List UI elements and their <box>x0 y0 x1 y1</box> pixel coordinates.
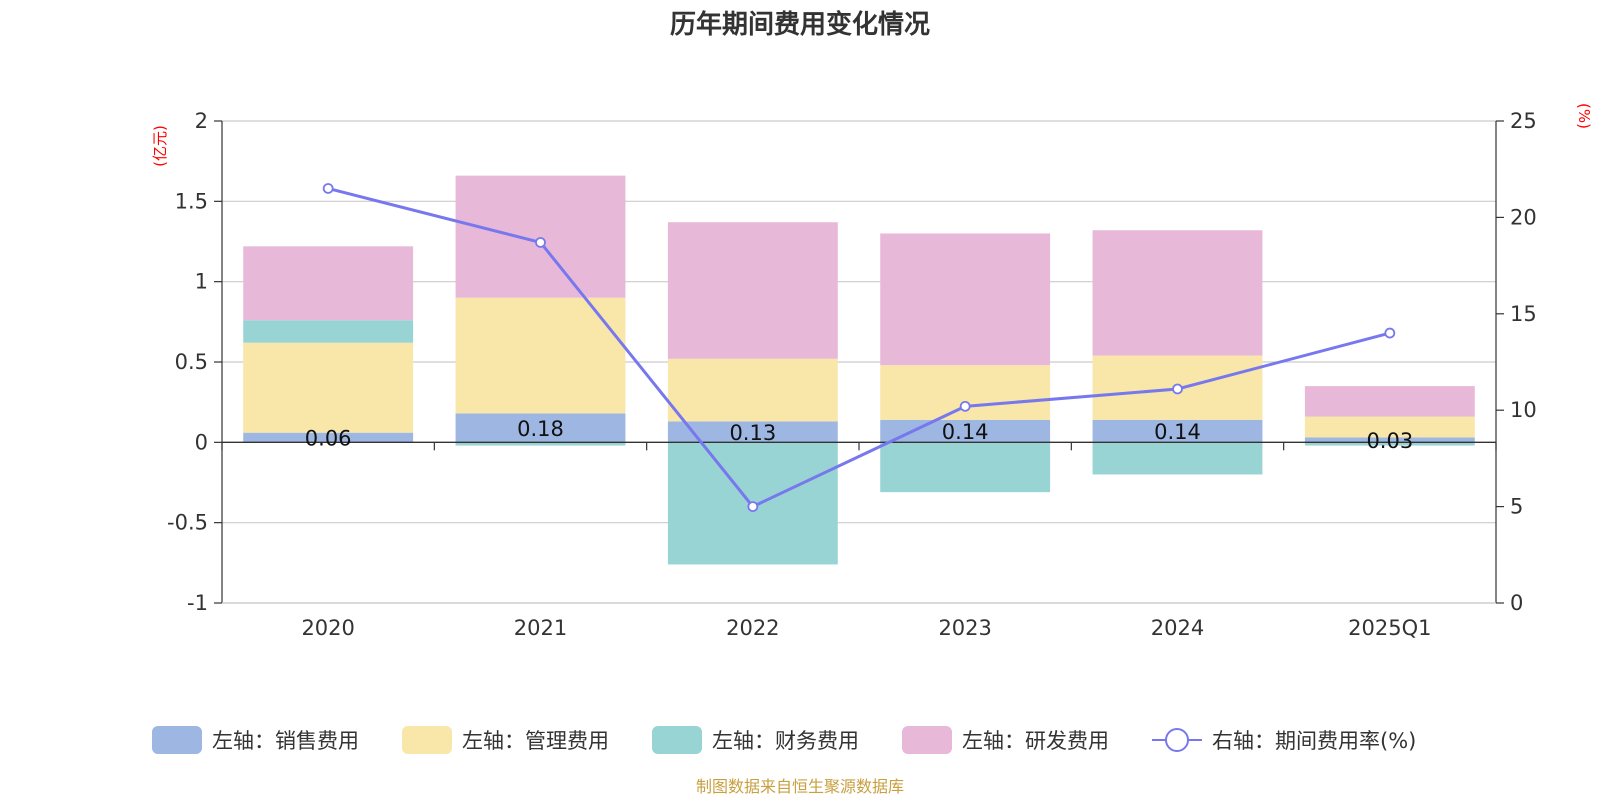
rate-point <box>1384 327 1396 339</box>
x-tick-label: 2022 <box>726 616 779 640</box>
legend-swatch <box>152 726 202 754</box>
left-tick-label: -1 <box>187 591 208 615</box>
legend-label: 左轴：管理费用 <box>462 729 609 753</box>
left-tick-label: -0.5 <box>167 511 208 535</box>
rate-point <box>535 237 546 248</box>
legend-label: 左轴：研发费用 <box>962 729 1109 753</box>
right-tick-label: 0 <box>1510 591 1523 615</box>
chart-title: 历年期间费用变化情况 <box>670 9 930 40</box>
bar-segment <box>455 175 626 298</box>
x-tick-label: 2024 <box>1151 616 1204 640</box>
left-tick-label: 0.5 <box>175 350 208 374</box>
bar-segment <box>1304 442 1475 446</box>
rate-line <box>327 187 1391 509</box>
bar-segment <box>1304 386 1475 417</box>
bar-segment <box>1304 437 1475 443</box>
data-labels: 0.06 0.18 0.13 0.14 0.14 0.03 <box>305 417 1413 453</box>
x-tick-label: 2023 <box>938 616 991 640</box>
legend-label: 右轴：期间费用率(%) <box>1212 729 1416 753</box>
right-tick-label: 10 <box>1510 398 1537 422</box>
left-tick-label: 2 <box>195 109 208 133</box>
bar-segment <box>667 421 838 443</box>
legend: 左轴：销售费用 左轴：管理费用 左轴：财务费用 左轴：研发费用 右轴：期间费用率(%) <box>152 726 1416 754</box>
bar-segment <box>455 442 626 446</box>
rate-point <box>1172 383 1183 395</box>
legend-swatch <box>402 726 452 754</box>
right-tick-label: 5 <box>1510 495 1523 519</box>
data-label: 0.14 <box>1154 420 1201 444</box>
bar-segment <box>243 342 414 433</box>
rate-point <box>322 183 334 194</box>
bar-segment <box>1304 416 1475 438</box>
bar-segment <box>243 432 414 443</box>
right-tick-label: 25 <box>1510 109 1537 133</box>
bars-layer <box>243 175 1475 565</box>
bar-segment <box>880 442 1051 493</box>
data-label: 0.06 <box>305 427 352 451</box>
rate-point <box>747 501 759 513</box>
right-axis-unit: (%) <box>1575 103 1593 129</box>
x-tick-label: 2020 <box>301 616 354 640</box>
bar-segment <box>667 358 838 422</box>
bar-segment <box>880 233 1051 366</box>
data-label: 0.14 <box>942 420 989 444</box>
legend-marker-icon <box>1165 728 1189 752</box>
bar-segment <box>1092 442 1263 475</box>
legend-label: 左轴：销售费用 <box>212 729 359 753</box>
bar-segment <box>455 413 626 443</box>
legend-swatch <box>902 726 952 754</box>
left-tick-label: 0 <box>195 430 208 454</box>
bar-segment <box>455 297 626 414</box>
bar-segment <box>243 246 414 321</box>
right-tick-label: 20 <box>1510 205 1537 229</box>
legend-label: 左轴：财务费用 <box>712 729 859 753</box>
data-label: 0.13 <box>729 421 776 445</box>
bar-segment <box>1092 419 1263 443</box>
rate-line-layer <box>322 183 1396 513</box>
rate-point <box>959 400 971 412</box>
left-axis-unit: (亿元) <box>151 125 169 167</box>
legend-swatch <box>652 726 702 754</box>
right-tick-label: 15 <box>1510 302 1537 326</box>
bar-segment <box>1092 230 1263 356</box>
data-label: 0.18 <box>517 417 564 441</box>
source-note: 制图数据来自恒生聚源数据库 <box>696 777 904 796</box>
left-tick-label: 1 <box>195 270 208 294</box>
bar-segment <box>667 222 838 359</box>
left-tick-label: 1.5 <box>175 189 208 213</box>
bar-segment <box>243 320 414 343</box>
x-tick-label: 2025Q1 <box>1348 616 1431 640</box>
x-tick-label: 2021 <box>514 616 567 640</box>
data-label: 0.03 <box>1366 429 1413 453</box>
